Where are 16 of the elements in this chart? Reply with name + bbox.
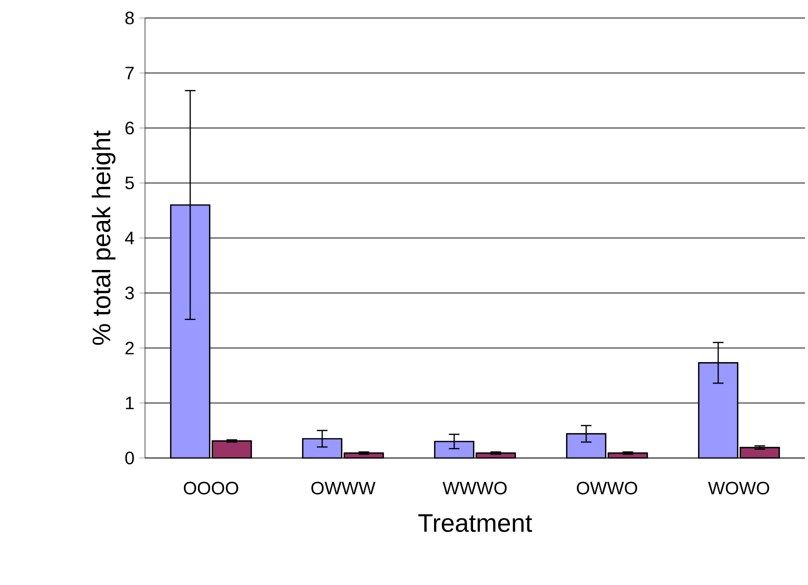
y-tick-label: 8: [125, 12, 134, 24]
y-tick-label: 6: [126, 122, 134, 134]
y-tick-label: 4: [125, 232, 134, 244]
y-tick-label: 5: [125, 176, 134, 190]
x-tick-label: OWWO: [576, 482, 638, 494]
y-tick-label: 3: [125, 286, 134, 300]
y-tick-label: 7: [126, 66, 134, 80]
x-tick-label: OOOO: [184, 482, 238, 494]
y-tick-label: 2: [125, 342, 134, 354]
x-tick-label: OWWW: [311, 482, 376, 494]
y-tick-label: 1: [126, 396, 134, 410]
x-axis-title: Treatment: [418, 514, 532, 532]
x-tick-label: WWWO: [442, 482, 507, 494]
y-tick-label: 0: [125, 452, 134, 464]
x-tick-label: WOWO: [708, 482, 770, 494]
y-axis-title: % total peak height: [92, 130, 116, 345]
